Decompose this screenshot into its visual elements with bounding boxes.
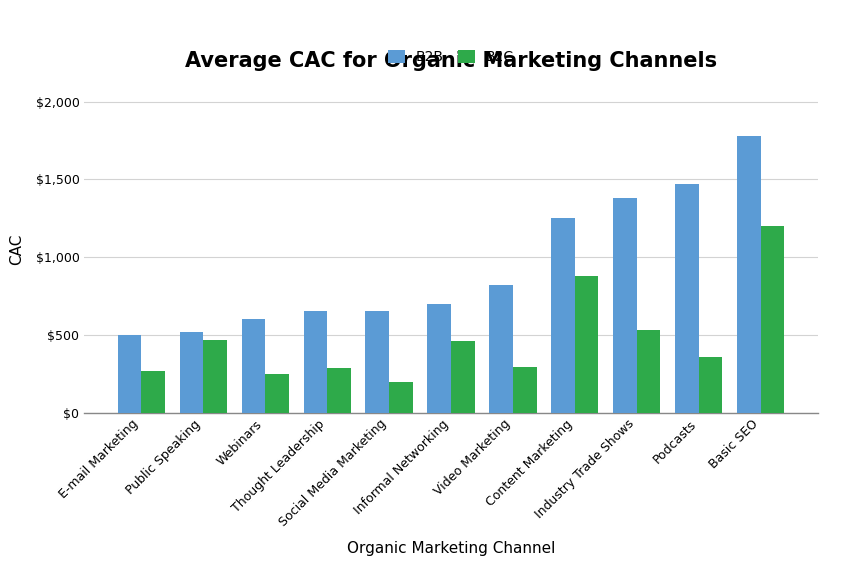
Bar [366,312,389,413]
Bar [761,226,784,413]
Bar [551,218,575,413]
Bar [575,276,599,413]
Bar [203,340,227,413]
Bar [637,330,660,413]
Bar [490,285,513,413]
Bar [180,332,203,413]
Title: Average CAC for Organic Marketing Channels: Average CAC for Organic Marketing Channe… [185,50,717,70]
Bar [303,312,327,413]
Bar [513,367,536,413]
Bar [427,304,451,413]
Bar [389,382,412,413]
Bar [118,335,141,413]
Bar [265,375,288,413]
Bar [141,371,164,413]
Bar [738,136,761,413]
Bar [699,358,722,413]
Bar [614,198,637,413]
X-axis label: Organic Marketing Channel: Organic Marketing Channel [346,540,556,556]
Bar [242,319,265,413]
Bar [451,341,475,413]
Y-axis label: CAC: CAC [9,234,24,265]
Bar [675,184,699,413]
Bar [327,368,351,413]
Legend: B2B, B2C: B2B, B2C [389,50,513,64]
